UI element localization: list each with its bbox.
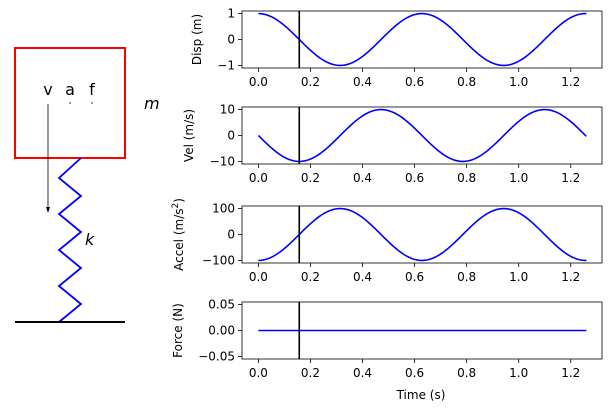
acceleration-label: a — [65, 80, 75, 99]
displacement-curve — [258, 12, 587, 67]
x-tick-label: 0.0 — [249, 366, 268, 380]
x-tick-label: 0.4 — [353, 270, 372, 284]
y-tick-label: 0 — [227, 129, 235, 143]
x-tick-label: 0.0 — [249, 75, 268, 89]
x-axis-label: Time (s) — [396, 388, 446, 402]
x-tick-label: 0.8 — [457, 171, 476, 185]
velocity-arrow-head — [46, 207, 50, 213]
x-tick-label: 1.2 — [561, 270, 580, 284]
y-ticks: 100 0 −100 — [202, 202, 242, 267]
force-label: f — [89, 80, 95, 99]
y-tick-label: 0.05 — [208, 298, 235, 312]
velocity-label: v — [43, 80, 52, 99]
spring — [57, 157, 83, 323]
acceleration-subplot: 100 0 −100 0.0 0.2 0.4 0.6 0.8 1.0 1.2 Accel (m/… — [171, 198, 603, 284]
x-tick-label: 0.8 — [457, 75, 476, 89]
y-ticks: 1 0 −1 — [217, 7, 242, 72]
x-tick-label: 0.6 — [405, 75, 424, 89]
y-ticks: 10 0 −10 — [210, 103, 242, 168]
x-tick-label: 0.6 — [405, 171, 424, 185]
y-tick-label: −100 — [202, 253, 235, 267]
x-tick-label: 0.4 — [353, 75, 372, 89]
x-tick-label: 1.0 — [509, 366, 528, 380]
y-axis-label: Force (N) — [171, 303, 185, 358]
acceleration-curve — [258, 207, 587, 262]
x-tick-label: 0.2 — [301, 270, 320, 284]
y-tick-label: 10 — [220, 103, 235, 117]
x-tick-label: 1.0 — [509, 171, 528, 185]
x-ticks: 0.0 0.2 0.4 0.6 0.8 1.0 1.2 — [249, 263, 580, 284]
x-tick-label: 0.4 — [353, 171, 372, 185]
mass-spring-diagram: v a f m k — [14, 47, 160, 323]
x-tick-label: 0.6 — [405, 270, 424, 284]
y-ticks: 0.05 0.00 −0.05 — [198, 298, 242, 363]
x-tick-label: 1.2 — [561, 171, 580, 185]
x-tick-label: 1.0 — [509, 75, 528, 89]
y-tick-label: −0.05 — [198, 349, 235, 363]
y-axis-label: Accel (m/s2) — [171, 198, 186, 271]
x-tick-label: 0.2 — [301, 75, 320, 89]
x-tick-label: 0.8 — [457, 366, 476, 380]
x-tick-label: 0.0 — [249, 270, 268, 284]
spring-symbol: k — [85, 230, 95, 249]
x-tick-label: 1.0 — [509, 270, 528, 284]
y-tick-label: −10 — [210, 154, 235, 168]
mass-block — [14, 47, 126, 159]
displacement-subplot: 1 0 −1 0.0 0.2 0.4 0.6 0.8 1.0 1.2 Disp (m) — [190, 7, 603, 89]
y-tick-label: 0 — [227, 33, 235, 47]
x-ticks: 0.0 0.2 0.4 0.6 0.8 1.0 1.2 — [249, 164, 580, 185]
x-tick-label: 0.8 — [457, 270, 476, 284]
y-tick-label: 0 — [227, 228, 235, 242]
y-tick-label: 0.00 — [208, 324, 235, 338]
y-tick-label: 1 — [227, 7, 235, 21]
mass-symbol: m — [144, 94, 160, 113]
x-tick-label: 1.2 — [561, 366, 580, 380]
x-tick-label: 0.2 — [301, 171, 320, 185]
y-tick-label: −1 — [217, 58, 235, 72]
x-tick-label: 0.0 — [249, 171, 268, 185]
x-ticks: 0.0 0.2 0.4 0.6 0.8 1.0 1.2 — [249, 68, 580, 89]
plot-frame — [241, 205, 603, 264]
force-subplot: 0.05 0.00 −0.05 0.0 0.2 0.4 0.6 0.8 1.0 1.2 Forc… — [171, 298, 603, 402]
velocity-subplot: 10 0 −10 0.0 0.2 0.4 0.6 0.8 1.0 1.2 Vel (m/s) — [182, 103, 603, 185]
x-tick-label: 0.6 — [405, 366, 424, 380]
x-tick-label: 0.2 — [301, 366, 320, 380]
y-axis-label: Vel (m/s) — [182, 109, 196, 162]
y-axis-label: Disp (m) — [190, 14, 204, 65]
x-ticks: 0.0 0.2 0.4 0.6 0.8 1.0 1.2 — [249, 359, 580, 380]
y-tick-label: 100 — [212, 202, 235, 216]
velocity-curve — [257, 108, 587, 163]
plot-frame — [241, 10, 603, 69]
x-tick-label: 1.2 — [561, 75, 580, 89]
x-tick-label: 0.4 — [353, 366, 372, 380]
